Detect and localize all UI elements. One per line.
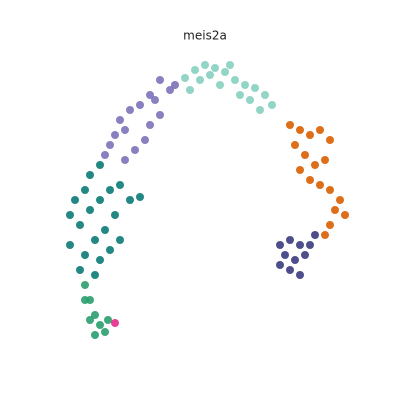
- point: [321, 231, 329, 239]
- point: [296, 126, 304, 134]
- point: [296, 241, 304, 249]
- point: [191, 66, 199, 74]
- point: [91, 331, 99, 339]
- point: [116, 116, 124, 124]
- point: [316, 181, 324, 189]
- point: [81, 281, 89, 289]
- point: [86, 316, 94, 324]
- chart-title: meis2a: [183, 29, 227, 43]
- point: [276, 261, 284, 269]
- point: [241, 81, 249, 89]
- point: [131, 146, 139, 154]
- point: [261, 91, 269, 99]
- point: [341, 211, 349, 219]
- point: [281, 251, 289, 259]
- point: [336, 196, 344, 204]
- point: [206, 71, 214, 79]
- point: [76, 221, 84, 229]
- point: [226, 61, 234, 69]
- point: [106, 141, 114, 149]
- point: [81, 186, 89, 194]
- point: [311, 161, 319, 169]
- point: [301, 251, 309, 259]
- point: [66, 211, 74, 219]
- point: [326, 136, 334, 144]
- point: [146, 91, 154, 99]
- point: [216, 81, 224, 89]
- point: [306, 176, 314, 184]
- point: [306, 131, 314, 139]
- point: [246, 96, 254, 104]
- point: [96, 256, 104, 264]
- point: [71, 196, 79, 204]
- point: [111, 211, 119, 219]
- point: [166, 86, 174, 94]
- point: [91, 271, 99, 279]
- point: [116, 236, 124, 244]
- point: [311, 231, 319, 239]
- point: [321, 156, 329, 164]
- point: [201, 61, 209, 69]
- point: [296, 271, 304, 279]
- point: [111, 131, 119, 139]
- point: [286, 121, 294, 129]
- point: [121, 126, 129, 134]
- point: [91, 236, 99, 244]
- point: [286, 236, 294, 244]
- point: [231, 76, 239, 84]
- point: [316, 126, 324, 134]
- point: [221, 68, 229, 76]
- point: [136, 193, 144, 201]
- point: [268, 101, 276, 109]
- point: [86, 171, 94, 179]
- point: [301, 151, 309, 159]
- point: [211, 64, 219, 72]
- point: [331, 206, 339, 214]
- point: [171, 81, 179, 89]
- point: [136, 101, 144, 109]
- point: [276, 241, 284, 249]
- point: [291, 256, 299, 264]
- point: [76, 266, 84, 274]
- point: [306, 241, 314, 249]
- point: [236, 91, 244, 99]
- point: [196, 76, 204, 84]
- point: [96, 321, 104, 329]
- point: [256, 106, 264, 114]
- point: [101, 328, 109, 336]
- point: [104, 316, 112, 324]
- point: [101, 151, 109, 159]
- point: [91, 311, 99, 319]
- point: [296, 166, 304, 174]
- point: [156, 111, 164, 119]
- point: [126, 106, 134, 114]
- point: [141, 136, 149, 144]
- point: [106, 186, 114, 194]
- point: [326, 186, 334, 194]
- point: [121, 156, 129, 164]
- point: [286, 266, 294, 274]
- point: [181, 74, 189, 82]
- point: [96, 196, 104, 204]
- point: [86, 206, 94, 214]
- point: [126, 196, 134, 204]
- point: [96, 161, 104, 169]
- point: [146, 121, 154, 129]
- point: [106, 246, 114, 254]
- point: [151, 96, 159, 104]
- point: [101, 226, 109, 234]
- point: [326, 221, 334, 229]
- point: [156, 76, 164, 84]
- point: [81, 296, 89, 304]
- point: [291, 141, 299, 149]
- point: [66, 241, 74, 249]
- point: [251, 84, 259, 92]
- point: [186, 86, 194, 94]
- point: [81, 251, 89, 259]
- point: [111, 319, 119, 327]
- point: [116, 181, 124, 189]
